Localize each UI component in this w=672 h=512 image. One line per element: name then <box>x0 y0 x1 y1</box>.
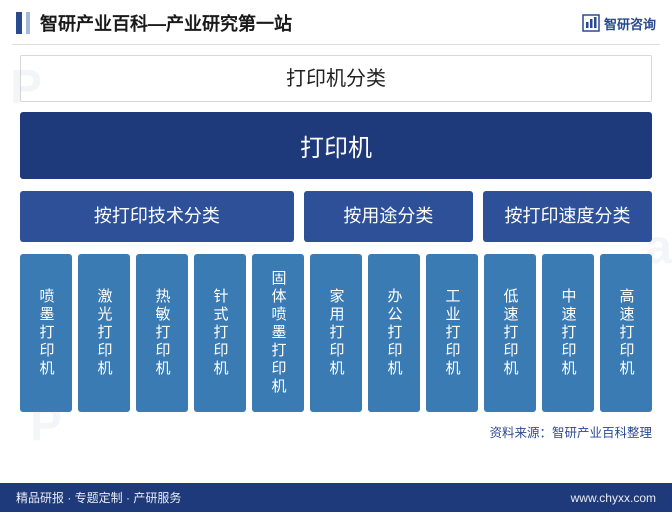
source-line: 资料来源：智研产业百科整理 <box>0 416 672 443</box>
tree-leaf-6: 办公打印机 <box>368 254 420 412</box>
diagram-container: 打印机分类 打印机 按打印技术分类按用途分类按打印速度分类 喷墨打印机激光打印机… <box>0 45 672 416</box>
tree-leaf-row: 喷墨打印机激光打印机热敏打印机针式打印机固体喷墨打印机家用打印机办公打印机工业打… <box>20 254 652 412</box>
tree-category-2: 按打印速度分类 <box>483 191 652 242</box>
header-accent-bar <box>16 12 22 34</box>
tree-leaf-4: 固体喷墨打印机 <box>252 254 304 412</box>
tree-category-row: 按打印技术分类按用途分类按打印速度分类 <box>20 191 652 242</box>
tree-leaf-1: 激光打印机 <box>78 254 130 412</box>
tree-leaf-3: 针式打印机 <box>194 254 246 412</box>
diagram-title: 打印机分类 <box>20 55 652 102</box>
header: 智研产业百科—产业研究第一站 智研咨询 <box>0 0 672 44</box>
tree-category-0: 按打印技术分类 <box>20 191 294 242</box>
header-accent-sub <box>26 12 30 34</box>
footer: 精品研报 · 专题定制 · 产研服务 www.chyxx.com <box>0 483 672 512</box>
brand-icon <box>582 14 600 32</box>
tree-leaf-10: 高速打印机 <box>600 254 652 412</box>
brand-name: 智研咨询 <box>604 14 656 33</box>
footer-left: 精品研报 · 专题定制 · 产研服务 <box>16 489 181 506</box>
tree-category-1: 按用途分类 <box>304 191 473 242</box>
tree-leaf-0: 喷墨打印机 <box>20 254 72 412</box>
page-title: 智研产业百科—产业研究第一站 <box>40 10 582 36</box>
tree-leaf-2: 热敏打印机 <box>136 254 188 412</box>
tree-leaf-5: 家用打印机 <box>310 254 362 412</box>
brand-logo: 智研咨询 <box>582 14 656 33</box>
footer-right: www.chyxx.com <box>571 491 656 505</box>
tree-root: 打印机 <box>20 112 652 179</box>
tree-leaf-8: 低速打印机 <box>484 254 536 412</box>
tree-leaf-7: 工业打印机 <box>426 254 478 412</box>
tree-leaf-9: 中速打印机 <box>542 254 594 412</box>
